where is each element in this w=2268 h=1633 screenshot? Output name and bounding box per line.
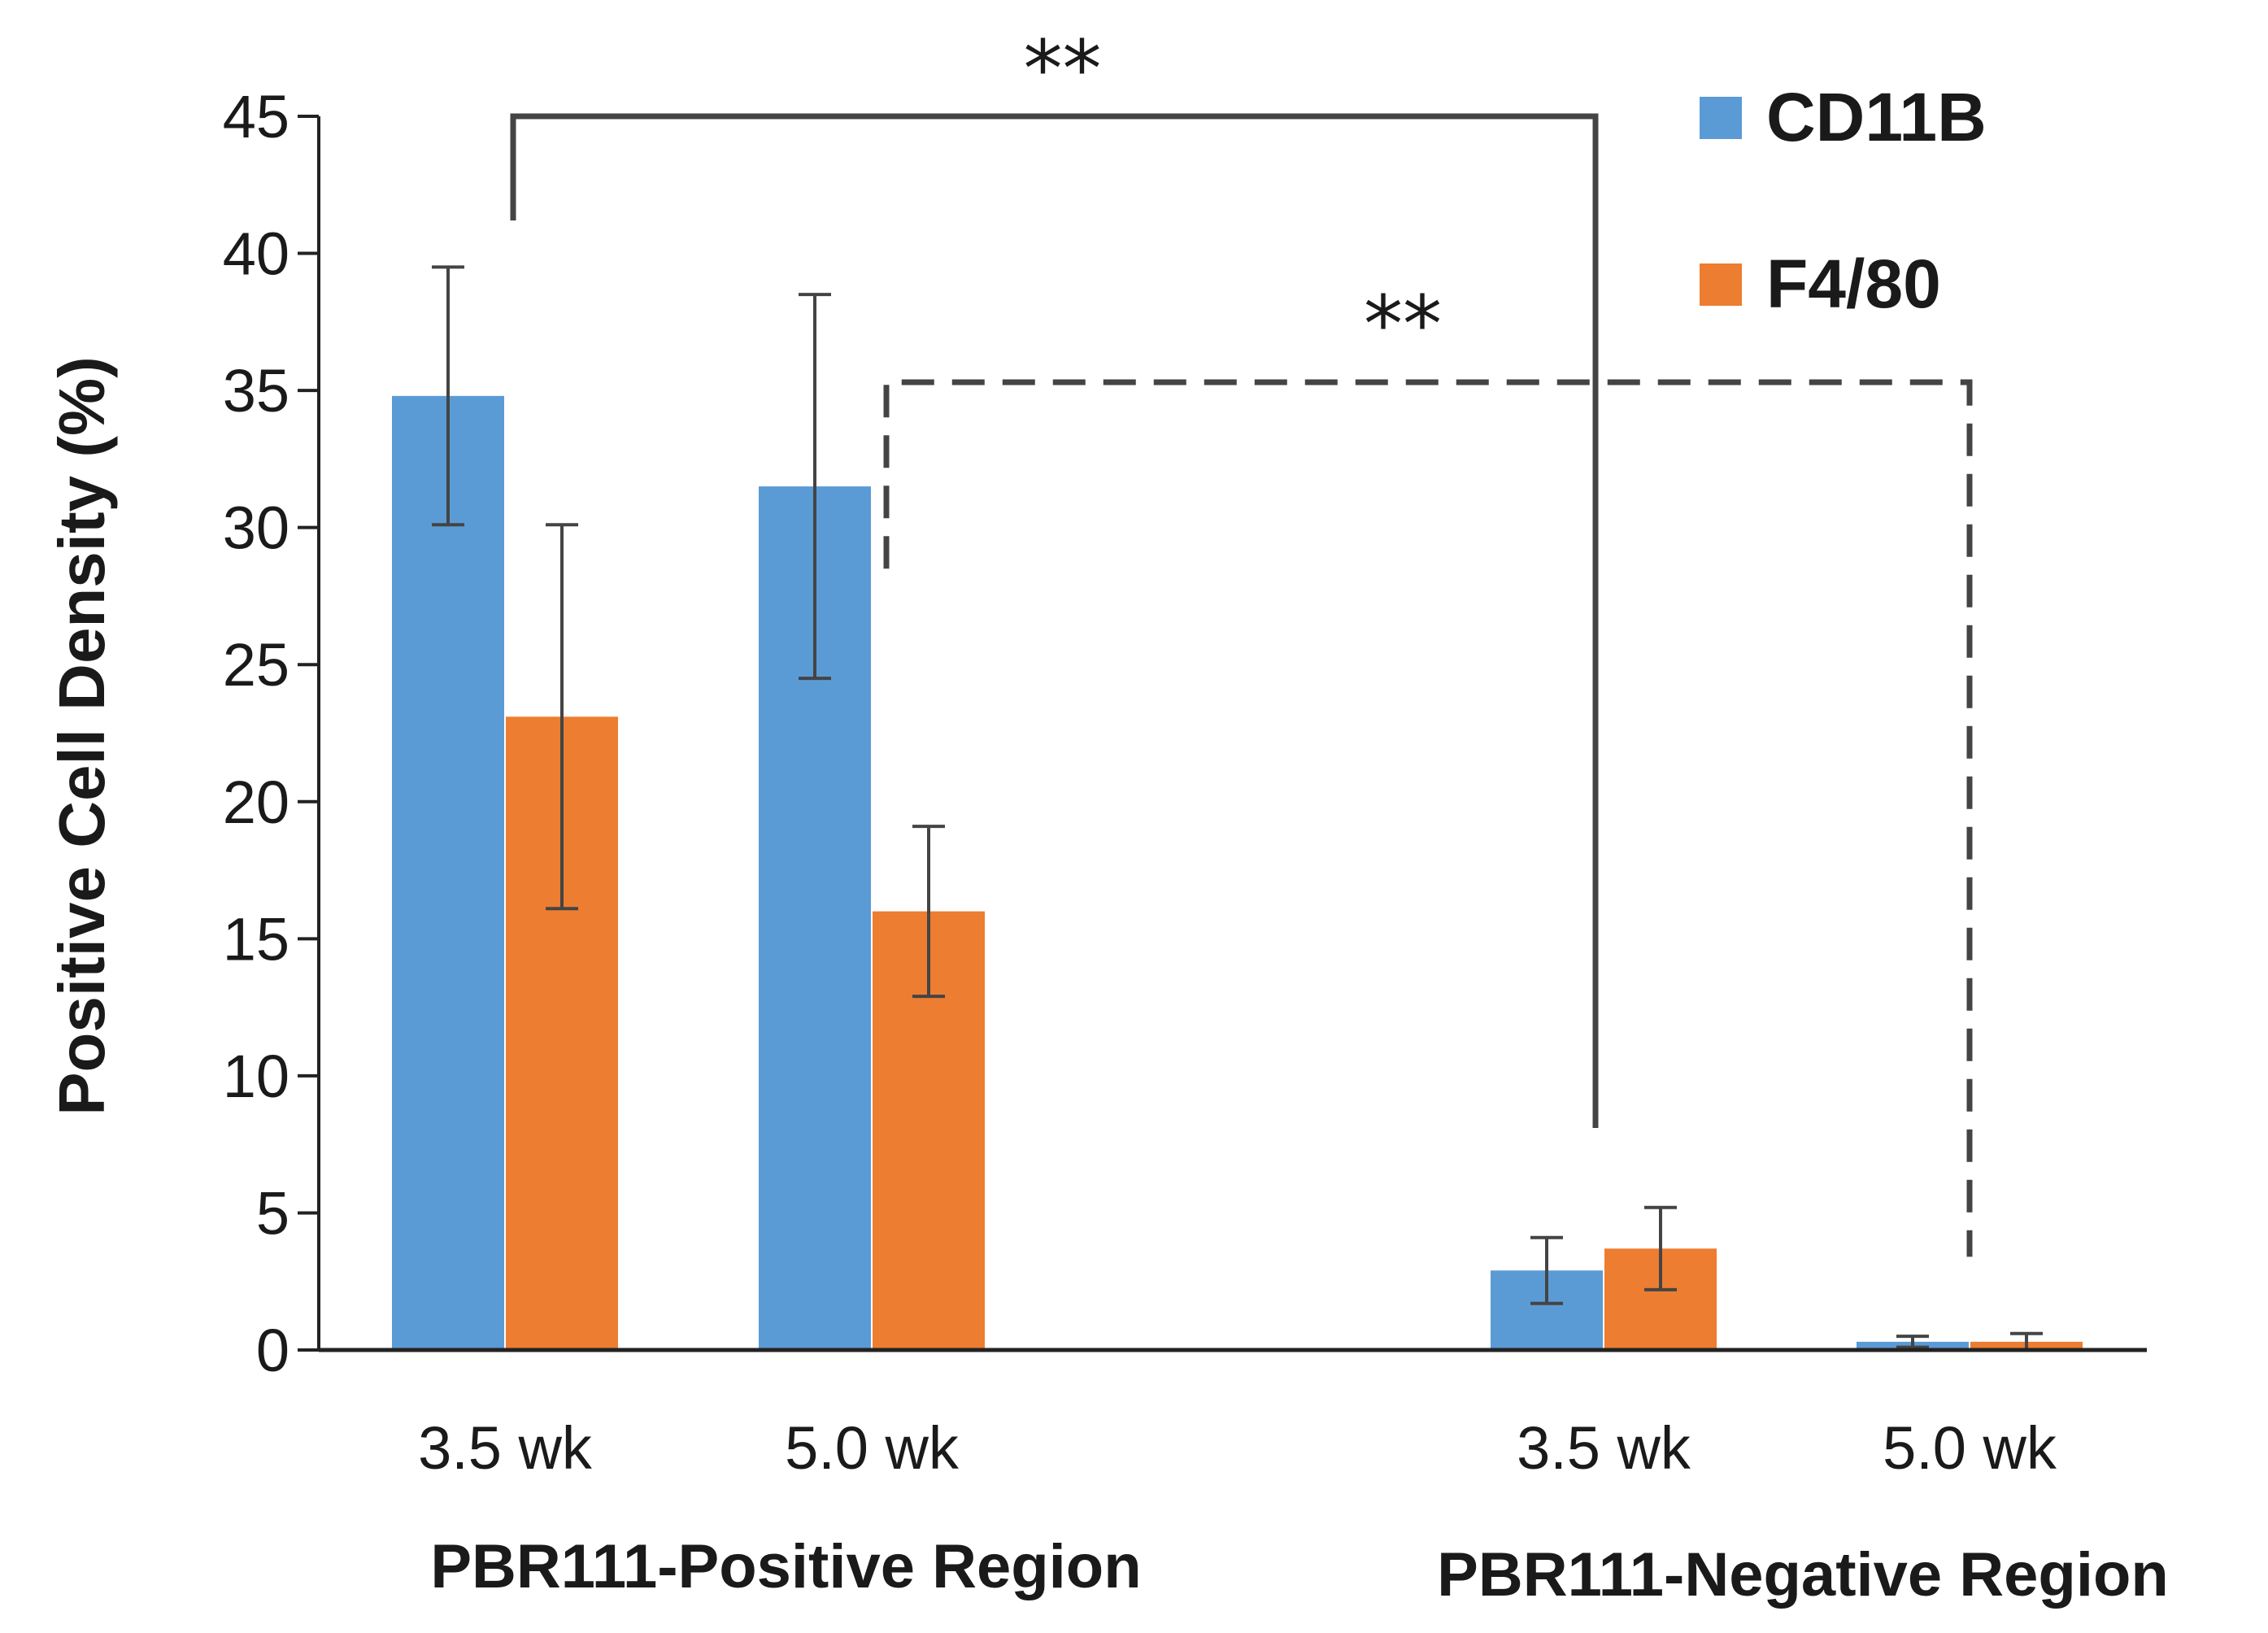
- y-tick-label: 20: [223, 769, 289, 836]
- x-tick-label: 5.0 wk: [785, 1414, 960, 1482]
- group-labels: PBR111-Positive Region PBR111-Negative Re…: [430, 1532, 2168, 1609]
- bars: [392, 395, 2083, 1351]
- significance-star: **: [1364, 279, 1442, 370]
- legend-label: CD11B: [1766, 79, 1987, 155]
- bracket-dashed: [883, 379, 1973, 1257]
- legend: CD11B F4/80: [1700, 79, 1987, 322]
- bracket-solid: [510, 113, 1599, 1128]
- bar-cd11b-0: [392, 395, 504, 1351]
- y-axis-label: Positive Cell Density (%): [46, 356, 118, 1116]
- significance-brackets: ** **: [510, 24, 1973, 1257]
- y-tick-label: 45: [223, 83, 289, 150]
- y-tick-label: 35: [223, 357, 289, 425]
- legend-label: F4/80: [1766, 246, 1941, 322]
- y-tick-label: 30: [223, 494, 289, 562]
- y-tick-label: 15: [223, 905, 289, 973]
- y-axis: 0 5 10 15 20 25 30 35 40 45: [223, 83, 320, 1384]
- significance-star: **: [1024, 24, 1102, 115]
- group-label: PBR111-Positive Region: [430, 1532, 1141, 1601]
- group-label: PBR111-Negative Region: [1437, 1540, 2169, 1609]
- error-bars: [432, 265, 2043, 1352]
- x-tick-label: 3.5 wk: [1517, 1414, 1691, 1482]
- x-tick-labels: 3.5 wk 5.0 wk 3.5 wk 5.0 wk: [418, 1414, 2057, 1482]
- y-tick-label: 10: [223, 1043, 289, 1110]
- x-tick-label: 3.5 wk: [418, 1414, 593, 1482]
- x-tick-label: 5.0 wk: [1883, 1414, 2057, 1482]
- y-tick-label: 25: [223, 631, 289, 699]
- legend-swatch-0: [1700, 97, 1742, 139]
- legend-swatch-1: [1700, 263, 1742, 306]
- y-tick-label: 5: [256, 1179, 289, 1247]
- y-tick-label: 40: [223, 220, 289, 288]
- y-tick-label: 0: [256, 1317, 289, 1384]
